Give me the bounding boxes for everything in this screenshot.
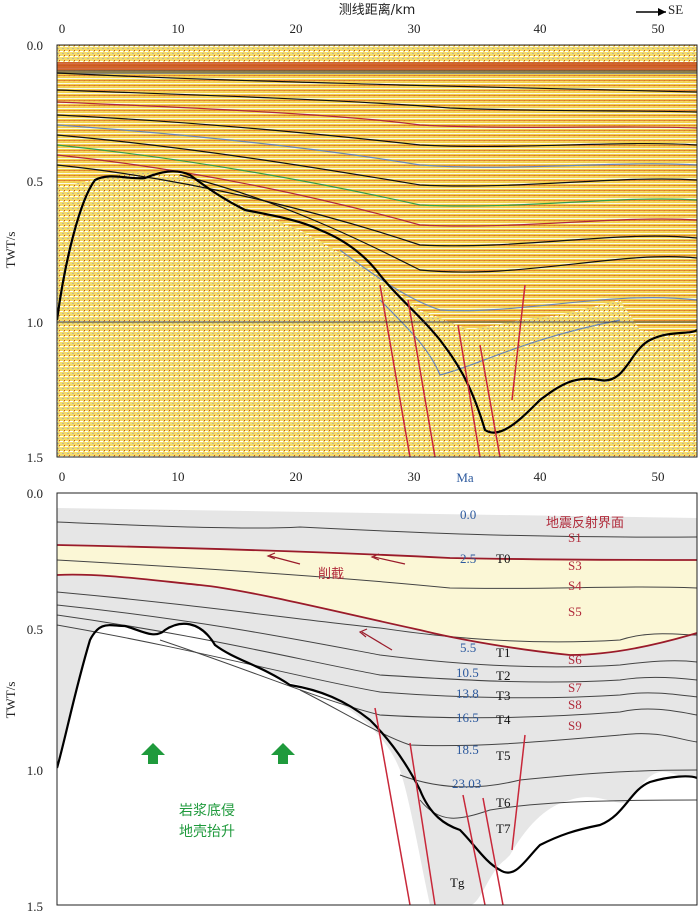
svg-text:S9: S9 <box>568 718 582 733</box>
horizon-lines-bottom <box>57 521 697 819</box>
svg-text:T2: T2 <box>496 668 510 683</box>
svg-text:40: 40 <box>534 21 547 36</box>
svg-text:10: 10 <box>172 21 185 36</box>
svg-text:S6: S6 <box>568 652 582 667</box>
svg-text:0.5: 0.5 <box>27 622 43 637</box>
svg-text:Tg: Tg <box>450 875 465 890</box>
svg-text:T4: T4 <box>496 712 511 727</box>
svg-text:T1: T1 <box>496 645 510 660</box>
seismic-profile-panel <box>56 44 698 458</box>
svg-text:1.5: 1.5 <box>27 450 43 465</box>
svg-text:18.5: 18.5 <box>456 742 479 757</box>
svg-text:T3: T3 <box>496 688 510 703</box>
sequence-boundaries <box>57 544 697 656</box>
svg-text:30: 30 <box>408 469 421 484</box>
svg-text:0.0: 0.0 <box>27 38 43 53</box>
svg-text:50: 50 <box>652 21 665 36</box>
svg-text:16.5: 16.5 <box>456 710 479 725</box>
top-x-tick-labels: 0 10 20 30 40 50 <box>59 21 665 36</box>
svg-text:1.0: 1.0 <box>27 763 43 778</box>
sediment-layers <box>57 62 697 335</box>
t-horizon-labels: T0 T1 T2 T3 T4 T5 T6 T7 Tg <box>450 551 511 890</box>
fault-lines-bottom <box>374 707 526 905</box>
svg-text:S7: S7 <box>568 680 582 695</box>
svg-text:20: 20 <box>290 469 303 484</box>
svg-text:0.0: 0.0 <box>27 486 43 501</box>
fault-lines <box>379 284 526 457</box>
basement-reflector <box>57 170 697 434</box>
up-arrow-icon <box>141 743 165 764</box>
top-y-axis-title: TWT/s <box>3 232 18 269</box>
svg-text:5.5: 5.5 <box>460 640 476 655</box>
top-x-axis-title: 测线距离/km <box>339 2 416 18</box>
basement-line <box>57 622 697 874</box>
svg-text:0.5: 0.5 <box>27 174 43 189</box>
svg-text:1.5: 1.5 <box>27 899 43 914</box>
svg-text:0: 0 <box>59 469 66 484</box>
direction-arrow: SE <box>636 2 683 17</box>
svg-text:13.8: 13.8 <box>456 686 479 701</box>
svg-text:S4: S4 <box>568 578 582 593</box>
truncation-label: 削截 <box>318 567 344 582</box>
highlight-band <box>57 545 697 655</box>
horizon-lines <box>57 72 697 376</box>
uplift-arrows <box>141 743 295 764</box>
svg-text:T5: T5 <box>496 748 510 763</box>
bottom-y-axis-title: TWT/s <box>3 682 18 719</box>
svg-text:1.0: 1.0 <box>27 315 43 330</box>
svg-text:T7: T7 <box>496 821 511 836</box>
svg-text:10: 10 <box>172 469 185 484</box>
legend-title: 地震反射界面 <box>546 515 624 531</box>
svg-text:S8: S8 <box>568 697 582 712</box>
seafloor-band <box>57 62 697 70</box>
top-frame <box>56 44 698 458</box>
bottom-x-tick-labels: 0 10 20 30 40 50 <box>59 469 665 484</box>
svg-text:2.5: 2.5 <box>460 551 476 566</box>
magma-label-2: 地壳抬升 <box>179 823 235 840</box>
svg-text:S1: S1 <box>568 530 582 545</box>
age-labels: 0.0 2.5 5.5 10.5 13.8 16.5 18.5 23.03 <box>452 507 481 791</box>
svg-text:20: 20 <box>290 21 303 36</box>
magma-label-1: 岩浆底侵 <box>179 802 235 819</box>
svg-text:0.0: 0.0 <box>460 507 476 522</box>
svg-text:SE: SE <box>668 2 683 17</box>
svg-text:T6: T6 <box>496 795 511 810</box>
bottom-frame <box>56 492 698 906</box>
ma-header: Ma <box>456 470 474 485</box>
svg-text:0: 0 <box>59 21 66 36</box>
svg-text:50: 50 <box>652 469 665 484</box>
svg-text:S5: S5 <box>568 604 582 619</box>
svg-text:S3: S3 <box>568 558 582 573</box>
svg-text:30: 30 <box>408 21 421 36</box>
interpretation-panel: 岩浆底侵 地壳抬升 削截 地震反射界面 Ma 0.0 2.5 5.5 10.5 … <box>56 470 698 906</box>
top-y-tick-labels: 0.0 0.5 1.0 1.5 <box>27 38 43 465</box>
svg-text:10.5: 10.5 <box>456 665 479 680</box>
truncation-arrows <box>266 552 406 651</box>
s-horizon-labels: S1 S3 S4 S5 S6 S7 S8 S9 <box>568 530 582 733</box>
svg-text:23.03: 23.03 <box>452 776 481 791</box>
bottom-y-tick-labels: 0.0 0.5 1.0 1.5 <box>27 486 43 914</box>
up-arrow-icon <box>271 743 295 764</box>
svg-text:40: 40 <box>534 469 547 484</box>
svg-text:T0: T0 <box>496 551 510 566</box>
